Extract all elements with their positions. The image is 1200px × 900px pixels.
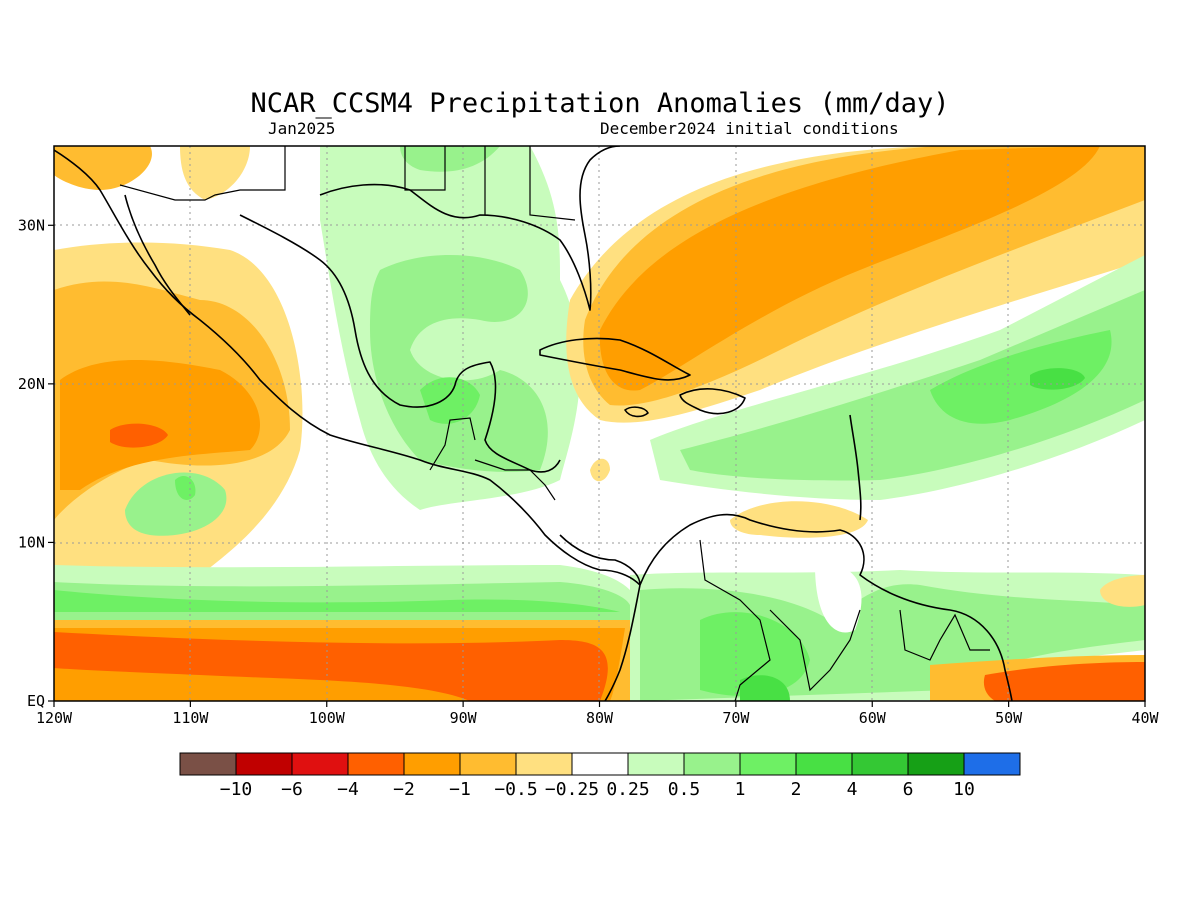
coastline-north-america [54, 149, 641, 586]
colorbar-swatch [235, 752, 293, 776]
colorbar-label: −6 [281, 779, 303, 800]
colorbar-swatch [851, 752, 909, 776]
x-axis: 120W 110W 100W 90W 80W 70W 60W 50W 40W [36, 701, 1160, 727]
x-tick-label: 80W [586, 709, 614, 727]
coastline-cuba [539, 337, 691, 381]
coastline-south-america [639, 513, 1013, 701]
wet-area-gulf-moderate [370, 255, 548, 472]
coastline-lesser-antilles [849, 414, 862, 521]
y-axis: EQ 10N 20N 30N [18, 216, 54, 710]
y-tick-label: 10N [18, 533, 45, 551]
colorbar-swatch [291, 752, 349, 776]
coastlines [54, 146, 1013, 701]
coastline-gulf-of-mexico [239, 214, 561, 473]
x-tick-label: 50W [995, 709, 1023, 727]
colorbar-swatch [571, 752, 629, 776]
dry-area-caribbean-spot [590, 458, 610, 482]
colorbar-swatch [907, 752, 965, 776]
colorbar-swatch [963, 752, 1021, 776]
initial-conditions-label: December2024 initial conditions [600, 119, 899, 138]
coastline-panama [559, 534, 641, 586]
colorbar-swatch [739, 752, 797, 776]
border-us-mexico [119, 146, 286, 201]
colorbar-swatch [683, 752, 741, 776]
wet-area-southeast-us [400, 146, 500, 172]
wet-area-pacific-eddy [125, 472, 227, 536]
x-tick-label: 100W [309, 709, 346, 727]
colorbar-label: −1 [449, 779, 471, 800]
dry-area-equatorial-pacific-core [54, 632, 608, 701]
dry-area-equatorial-atlantic-core [983, 662, 1145, 701]
dry-area-atlantic-strong [599, 146, 1100, 391]
y-tick-label: 20N [18, 375, 45, 393]
colorbar-label: −4 [337, 779, 359, 800]
x-tick-label: 90W [450, 709, 478, 727]
colorbar-label: −0.5 [494, 779, 537, 800]
coastline-baja-california [124, 194, 191, 316]
colorbar-label: −10 [220, 779, 253, 800]
wet-area-colombia-core [700, 612, 810, 696]
colorbar-swatch [403, 752, 461, 776]
x-tick-label: 120W [36, 709, 73, 727]
country-borders [119, 146, 990, 701]
coastline-south-america-west [604, 584, 641, 701]
colorbar-label: 0.25 [606, 779, 649, 800]
colorbar-label: −2 [393, 779, 415, 800]
colorbar-swatch [459, 752, 517, 776]
wet-area-pacific-eddy-core [175, 475, 196, 500]
colorbar-swatch [347, 752, 405, 776]
colorbar-label: 6 [903, 779, 914, 800]
y-tick-label: EQ [27, 692, 45, 710]
dry-area-mexico-interior [180, 146, 250, 200]
border-mexico-guatemala [429, 417, 476, 471]
wet-area-tropical-atlantic-peak [1030, 368, 1085, 390]
dry-area-venezuela-coast [730, 501, 868, 538]
wet-area-amazon-peak [740, 675, 790, 701]
wet-area-tropical-atlantic-moderate [680, 290, 1145, 481]
colorbar-swatch [515, 752, 573, 776]
border-colombia-venezuela [699, 539, 771, 701]
dry-area-east-pacific-core [110, 423, 168, 448]
colorbar-label: 10 [953, 779, 975, 800]
colorbar-label: 0.5 [668, 779, 701, 800]
colorbar-label: −0.25 [545, 779, 599, 800]
x-tick-label: 40W [1131, 709, 1159, 727]
x-tick-label: 60W [859, 709, 887, 727]
x-tick-label: 70W [722, 709, 750, 727]
graticule [54, 146, 1145, 701]
dry-area-northwest [54, 146, 152, 190]
border-central-america [474, 459, 556, 501]
forecast-month-label: Jan2025 [268, 119, 335, 138]
colorbar-label: 1 [735, 779, 746, 800]
colorbar-swatch [795, 752, 853, 776]
map-panel [54, 146, 1145, 701]
coastline-us-gulf [319, 146, 621, 311]
figure-title: NCAR_CCSM4 Precipitation Anomalies (mm/d… [251, 88, 950, 119]
colorbar: −10 −6 −4 −2 −1 −0.5 −0.25 0.25 0.5 1 2 4 6 10 [179, 752, 1021, 800]
border-us-states [404, 146, 576, 221]
border-venezuela-brazil [769, 609, 861, 692]
wet-area-itcz-pacific-core [54, 590, 620, 612]
coastline-jamaica [624, 406, 649, 418]
coastline-hispaniola [679, 388, 746, 415]
dry-area-atlantic-spot [1100, 575, 1145, 607]
colorbar-swatch [627, 752, 685, 776]
colorbar-label: 2 [791, 779, 802, 800]
y-tick-label: 30N [18, 216, 45, 234]
dry-area-east-pacific-strong [60, 360, 260, 490]
wet-area-yucatan-core [420, 377, 480, 424]
colorbar-swatch [179, 752, 237, 776]
border-guianas [899, 609, 990, 661]
anomaly-shading [54, 146, 1145, 701]
colorbar-label: 4 [847, 779, 858, 800]
wet-area-tropical-atlantic-core [930, 330, 1112, 424]
x-tick-label: 110W [172, 709, 209, 727]
dry-area-guiana-gap [815, 564, 862, 633]
